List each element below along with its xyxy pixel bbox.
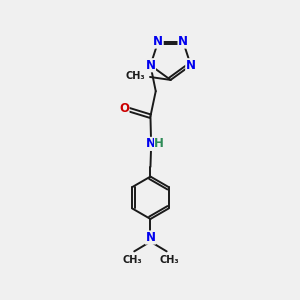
Text: N: N: [178, 35, 188, 48]
Text: N: N: [146, 137, 155, 150]
Text: N: N: [146, 231, 155, 244]
Text: N: N: [153, 35, 163, 48]
Text: N: N: [186, 59, 196, 72]
Text: O: O: [119, 102, 129, 115]
Text: CH₃: CH₃: [122, 255, 142, 265]
Text: CH₃: CH₃: [126, 71, 146, 81]
Text: N: N: [146, 59, 155, 72]
Text: CH₃: CH₃: [159, 255, 179, 265]
Text: H: H: [154, 137, 164, 150]
